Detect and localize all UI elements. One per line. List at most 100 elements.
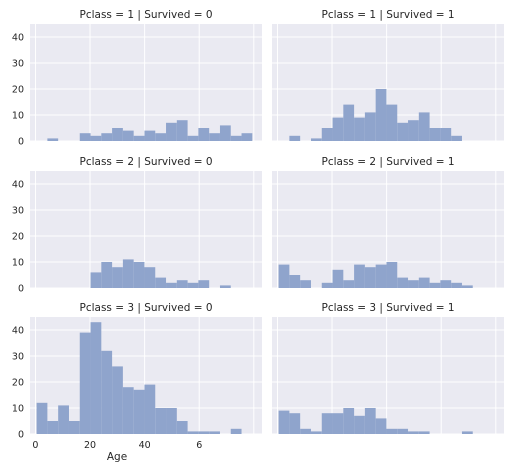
- histogram-bar: [386, 104, 398, 141]
- histogram-bar: [166, 122, 177, 141]
- y-tick-label: 40: [12, 180, 24, 191]
- histogram-bar: [155, 133, 167, 141]
- histogram-bar: [354, 264, 365, 288]
- facet-panel-1: Pclass = 1 | Survived = 0 0 10 20 30 40: [12, 9, 262, 148]
- histogram-bar: [332, 413, 344, 434]
- histogram-bar: [198, 431, 210, 434]
- y-tick-label: 0: [18, 430, 24, 441]
- histogram-bar: [289, 413, 301, 434]
- histogram-bar: [90, 322, 102, 434]
- histogram-bar: [133, 135, 145, 141]
- histogram-bar: [386, 262, 398, 288]
- histogram-bar: [209, 133, 220, 141]
- histogram-bar: [321, 128, 333, 141]
- panel-title: Pclass = 3 | Survived = 0: [79, 302, 212, 314]
- histogram-bar: [408, 431, 419, 434]
- histogram-bar: [461, 285, 473, 288]
- histogram-bar: [187, 282, 199, 288]
- histogram-bar: [144, 384, 156, 434]
- histogram-bar: [364, 408, 376, 434]
- histogram-bar: [343, 408, 355, 434]
- histogram-bar: [79, 332, 91, 434]
- histogram-bar: [418, 277, 430, 288]
- histogram-bar: [310, 431, 322, 434]
- histogram-bar: [47, 138, 59, 141]
- histogram-bar: [375, 264, 387, 288]
- histogram-bar: [278, 410, 290, 434]
- histogram-bar: [101, 133, 113, 141]
- histogram-bar: [122, 259, 134, 288]
- histogram-bar: [58, 405, 69, 434]
- y-tick-label: 30: [12, 206, 24, 217]
- histogram-bar: [343, 104, 355, 141]
- histogram-bar: [155, 408, 167, 434]
- plot-area: [30, 24, 262, 141]
- histogram-bar: [176, 280, 188, 288]
- histogram-bar: [418, 112, 430, 141]
- histogram-bar: [166, 408, 177, 434]
- histogram-bar: [429, 282, 441, 288]
- y-tick-label: 40: [12, 326, 24, 337]
- y-tick-label: 10: [12, 258, 24, 269]
- x-tick-label: 6: [196, 440, 202, 451]
- histogram-bar: [354, 415, 365, 434]
- histogram-bar: [278, 264, 290, 288]
- y-tick-label: 0: [18, 284, 24, 295]
- histogram-bar: [122, 130, 134, 141]
- histogram-bar: [176, 120, 188, 141]
- histogram-bar: [418, 431, 430, 434]
- histogram-bar: [166, 282, 177, 288]
- histogram-bar: [198, 128, 210, 141]
- histogram-bar: [219, 125, 231, 141]
- facet-panel-4: Pclass = 2 | Survived = 1: [272, 156, 504, 289]
- y-tick-label: 30: [12, 59, 24, 70]
- y-tick-label: 30: [12, 352, 24, 363]
- histogram-bar: [187, 431, 199, 434]
- histogram-bar: [300, 280, 311, 288]
- y-tick-label: 10: [12, 111, 24, 122]
- histogram-bar: [47, 421, 59, 434]
- histogram-bar: [289, 135, 301, 141]
- histogram-bar: [440, 128, 452, 141]
- histogram-bar: [230, 135, 242, 141]
- histogram-bar: [176, 421, 188, 434]
- histogram-bar: [408, 120, 419, 141]
- histogram-bar: [343, 280, 355, 288]
- histogram-bar: [332, 117, 344, 141]
- histogram-bar: [375, 418, 387, 434]
- histogram-bar: [101, 262, 113, 288]
- panel-title: Pclass = 1 | Survived = 0: [79, 9, 212, 21]
- x-tick-label: 40: [139, 440, 151, 451]
- histogram-bar: [397, 428, 409, 434]
- facet-panel-3: Pclass = 2 | Survived = 0 0 10 20 30 40: [12, 156, 262, 295]
- facet-panel-2: Pclass = 1 | Survived = 1: [272, 9, 504, 142]
- histogram-bar: [461, 431, 473, 434]
- histogram-bar: [440, 280, 452, 288]
- histogram-bar: [79, 133, 91, 141]
- panel-title: Pclass = 1 | Survived = 1: [321, 9, 454, 21]
- histogram-bar: [209, 431, 220, 434]
- histogram-bar: [144, 130, 156, 141]
- histogram-bar: [332, 269, 344, 288]
- histogram-bar: [289, 275, 301, 288]
- histogram-bar: [429, 128, 441, 141]
- y-tick-label: 20: [12, 85, 24, 96]
- histogram-bar: [321, 413, 333, 434]
- panel-title: Pclass = 2 | Survived = 0: [79, 156, 212, 168]
- histogram-bar: [36, 402, 48, 434]
- histogram-bar: [230, 428, 242, 434]
- histogram-bar: [90, 272, 102, 288]
- histogram-bar: [321, 282, 333, 288]
- y-tick-label: 0: [18, 137, 24, 148]
- histogram-bar: [68, 421, 80, 434]
- histogram-bar: [451, 135, 462, 141]
- x-tick-label: 20: [84, 440, 96, 451]
- histogram-bar: [310, 138, 322, 141]
- histogram-bar: [397, 122, 409, 141]
- histogram-bar: [112, 128, 123, 141]
- histogram-bar: [198, 280, 210, 288]
- y-tick-label: 10: [12, 404, 24, 415]
- histogram-bar: [364, 112, 376, 141]
- histogram-bar: [187, 135, 199, 141]
